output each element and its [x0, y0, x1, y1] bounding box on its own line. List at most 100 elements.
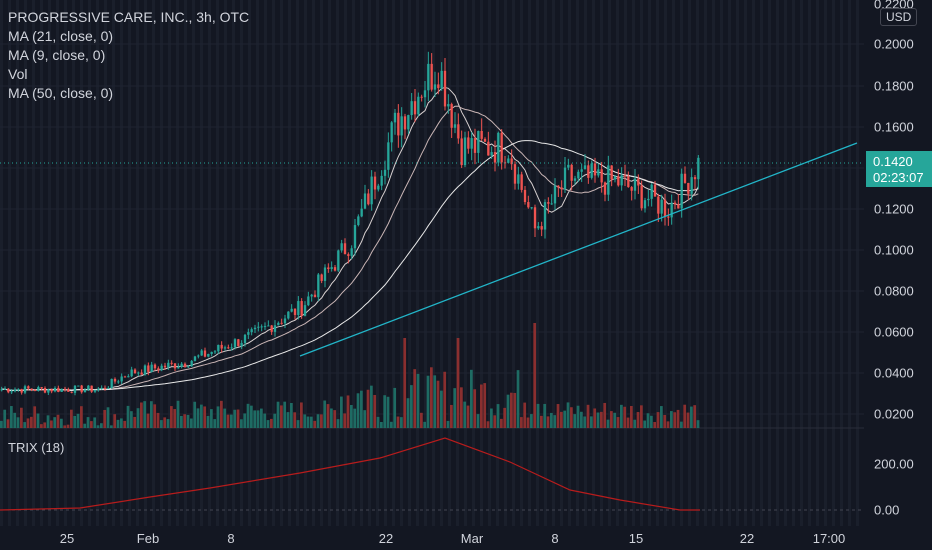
candle-body — [500, 132, 503, 163]
volume-bar — [646, 413, 650, 428]
candle-body — [147, 365, 150, 372]
volume-bar — [83, 423, 87, 428]
candle-body — [33, 389, 37, 391]
candle-body — [460, 138, 463, 166]
volume-bar — [456, 338, 460, 428]
volume-bar — [110, 425, 113, 428]
current-price-tag: 0.1420 02:23:07 — [866, 151, 932, 187]
candle-body — [180, 363, 183, 367]
candle-body — [163, 365, 167, 368]
candle-body — [467, 137, 470, 149]
price-chart[interactable] — [0, 0, 864, 526]
candle-body — [40, 387, 43, 389]
volume-bar — [346, 395, 350, 428]
session-band — [616, 0, 619, 526]
candle-body — [607, 165, 610, 195]
session-band — [728, 0, 731, 526]
volume-bar — [576, 405, 580, 428]
candle-body — [23, 386, 27, 393]
trend-line — [299, 142, 858, 357]
volume-bar — [513, 392, 517, 428]
candle-body — [353, 225, 357, 249]
session-band — [568, 0, 571, 526]
candle-body — [27, 386, 30, 389]
volume-bar — [503, 407, 507, 428]
volume-bar — [183, 414, 187, 428]
candle-body — [97, 388, 100, 390]
session-band — [64, 0, 67, 526]
candle-body — [263, 326, 267, 328]
session-band — [832, 0, 835, 526]
time-axis[interactable]: 25 Feb 8 22 Mar 8 15 22 17:00 — [0, 526, 864, 550]
candle-body — [590, 163, 593, 178]
session-band — [848, 0, 851, 526]
volume-bar — [396, 416, 400, 428]
volume-bar — [440, 390, 443, 428]
session-band — [584, 0, 587, 526]
volume-bar — [596, 412, 600, 428]
candle-body — [437, 84, 440, 89]
volume-bar — [566, 402, 570, 428]
candle-body — [207, 353, 210, 357]
volume-bar — [696, 420, 700, 428]
chart-legend: PROGRESSIVE CARE, INC., 3h, OTC MA (21, … — [8, 8, 249, 103]
volume-bar — [213, 419, 217, 428]
bar-countdown: 02:23:07 — [873, 170, 924, 185]
candle-body — [100, 387, 103, 389]
session-band — [592, 0, 595, 526]
volume-bar — [680, 421, 683, 428]
volume-bar — [93, 417, 97, 428]
price-axis[interactable]: 0.2200 0.2000 0.1800 0.1600 0.1200 0.100… — [864, 0, 932, 526]
volume-bar — [433, 375, 437, 428]
volume-bar — [50, 420, 53, 428]
volume-bar — [173, 409, 177, 428]
candle-body — [567, 164, 570, 168]
session-band — [640, 0, 643, 526]
volume-bar — [250, 405, 253, 428]
session-band — [824, 0, 827, 526]
session-band — [632, 0, 635, 526]
volume-bar — [316, 414, 320, 428]
volume-bar — [676, 409, 680, 428]
candle-body — [3, 388, 7, 390]
volume-bar — [546, 416, 550, 428]
session-band — [536, 0, 539, 526]
session-band — [648, 0, 651, 526]
candle-body — [560, 187, 563, 190]
volume-bar — [493, 415, 497, 428]
candle-body — [327, 267, 330, 270]
candle-body — [57, 387, 60, 392]
volume-bar — [303, 414, 307, 428]
session-band — [152, 0, 155, 526]
session-band — [40, 0, 43, 526]
session-band — [160, 0, 163, 526]
candle-body — [270, 325, 273, 332]
candle-body — [423, 90, 427, 98]
candle-body — [323, 267, 327, 281]
volume-bar — [423, 421, 427, 428]
candle-body — [563, 167, 567, 190]
volume-bar — [496, 404, 500, 428]
session-band — [112, 0, 115, 526]
session-band — [256, 0, 259, 526]
currency-badge[interactable]: USD — [880, 8, 918, 26]
candle-body — [430, 63, 433, 90]
session-band — [480, 0, 483, 526]
candle-body — [527, 202, 530, 208]
volume-bar — [96, 425, 100, 428]
ma9-label: MA (9, close, 0) — [8, 47, 106, 63]
candle-body — [557, 185, 560, 188]
candle-body — [433, 84, 437, 90]
session-band — [736, 0, 739, 526]
candle-body — [577, 171, 580, 179]
candle-body — [507, 158, 510, 163]
volume-bar — [563, 410, 567, 428]
time-label: 22 — [378, 531, 394, 546]
candle-body — [233, 339, 237, 348]
candle-body — [363, 193, 367, 209]
time-label: 25 — [59, 531, 75, 546]
candle-body — [360, 208, 363, 217]
candle-body — [660, 199, 663, 214]
candle-body — [210, 351, 213, 354]
candle-body — [530, 207, 533, 209]
